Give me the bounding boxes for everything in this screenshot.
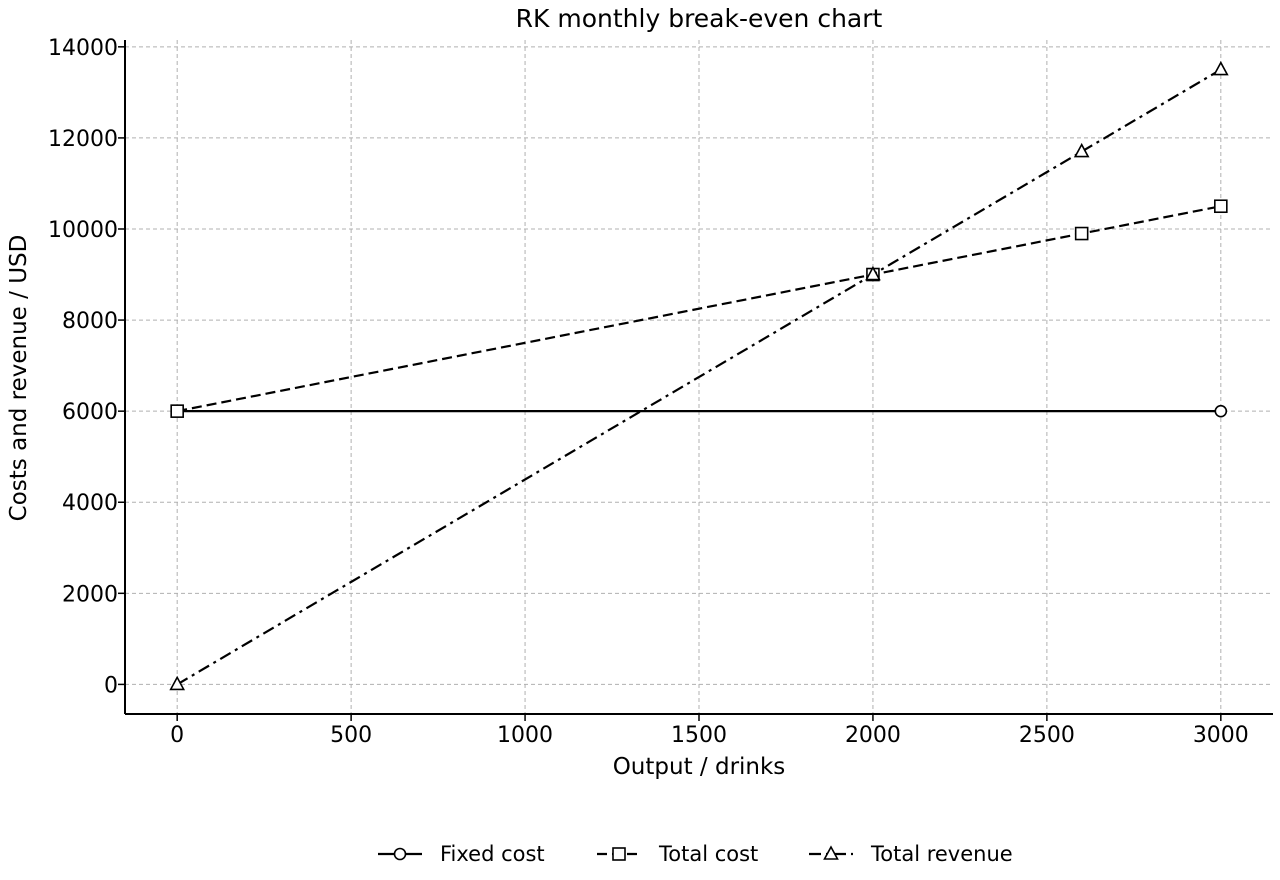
y-tick-label: 0 (104, 673, 118, 698)
data-point-total-cost (1214, 199, 1228, 214)
series-line-total-revenue (176, 68, 1222, 686)
legend-marker (393, 847, 407, 861)
data-point-total-revenue (169, 675, 186, 691)
ticks: 0 500 1000 1500 2000 2500 3000 0 2000 4000 6000 800… (48, 36, 1249, 748)
legend-marker (823, 845, 839, 860)
y-tick-label: 6000 (62, 400, 118, 425)
x-axis-label: Output / drinks (613, 754, 786, 780)
y-tick-label: 10000 (48, 218, 118, 243)
data-point-total-revenue (1212, 60, 1229, 76)
y-axis-label: Costs and revenue / USD (6, 235, 32, 522)
legend-label: Total revenue (870, 842, 1013, 866)
x-tick-label: 0 (170, 723, 184, 748)
x-tick-label: 2000 (845, 723, 901, 748)
legend-marker (612, 847, 626, 861)
x-tick-label: 3000 (1193, 723, 1249, 748)
data-point-total-cost (1074, 226, 1089, 241)
y-tick-label: 8000 (62, 309, 118, 334)
data-point-fixed-cost (1214, 404, 1228, 418)
legend-item-total-cost: Total cost (597, 842, 758, 866)
x-tick-label: 2500 (1019, 723, 1075, 748)
series-line-total-cost (176, 205, 1222, 413)
data-point-total-cost (170, 404, 184, 418)
grid (125, 40, 1273, 714)
series-layer (169, 60, 1229, 691)
legend-label: Total cost (658, 842, 758, 866)
legend-item-fixed-cost: Fixed cost (378, 842, 545, 866)
chart-title: RK monthly break-even chart (516, 4, 883, 33)
y-tick-label: 14000 (48, 36, 118, 61)
x-tick-label: 1000 (497, 723, 553, 748)
legend: Fixed cost Total cost Total revenue (378, 842, 1013, 866)
x-tick-label: 1500 (671, 723, 727, 748)
legend-item-total-revenue: Total revenue (809, 842, 1013, 866)
series-total-revenue (169, 60, 1229, 691)
data-point-total-revenue (865, 265, 881, 281)
y-tick-label: 12000 (48, 127, 118, 152)
data-point-total-revenue (1073, 142, 1090, 158)
legend-label: Fixed cost (440, 842, 545, 866)
y-tick-label: 2000 (62, 582, 118, 607)
x-tick-label: 500 (330, 723, 372, 748)
y-tick-label: 4000 (62, 491, 118, 516)
